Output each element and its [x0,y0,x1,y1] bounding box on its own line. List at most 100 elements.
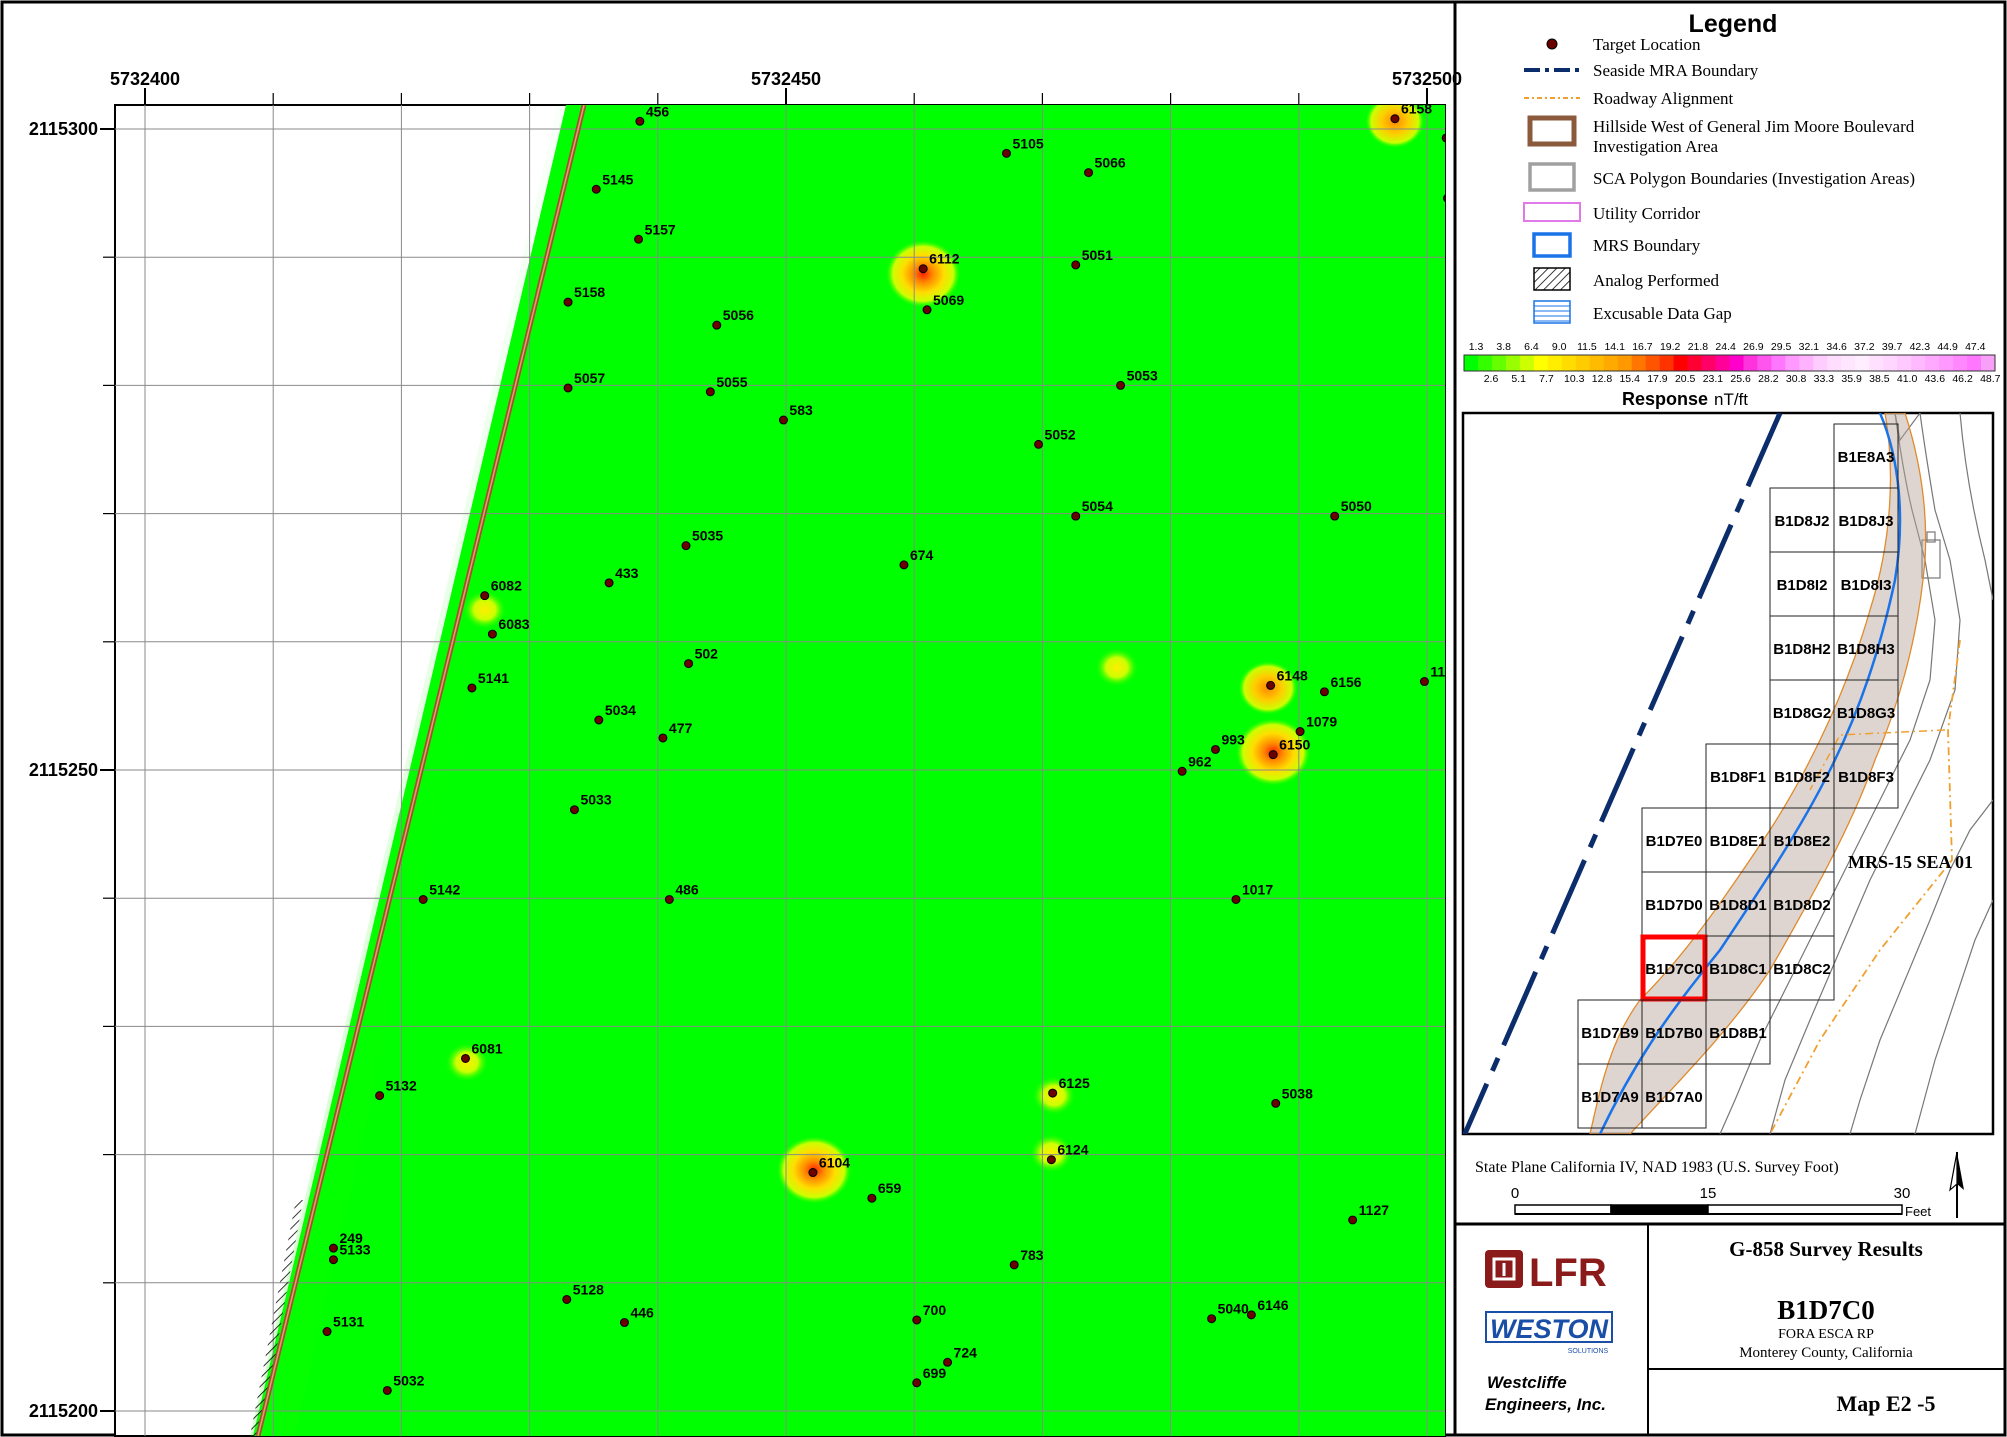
target-label: 486 [675,881,699,897]
target-location[interactable]: 5069 [922,292,964,315]
target-location[interactable]: 5105 [1002,135,1044,158]
target-location[interactable]: 1079 [1295,714,1337,737]
target-location[interactable]: 5052 [1034,426,1076,449]
target-location[interactable]: 5033 [569,792,612,815]
target-location[interactable]: 6148 [1266,667,1308,690]
target-location[interactable]: 446 [619,1305,654,1328]
target-label: 5142 [429,881,460,897]
scale-bar-segment-2 [1610,1204,1709,1215]
axis-ticks: 5732400 5732450 5732500 2115300 2115250 21152… [29,69,1462,1421]
target-location[interactable]: 5056 [712,307,754,330]
color-scale-swatch [1645,355,1661,371]
target-location[interactable]: 5034 [594,702,636,725]
target-location[interactable]: 1127 [1348,1202,1390,1225]
target-location[interactable]: 5055 [705,374,748,397]
target-location[interactable]: 659 [867,1180,902,1203]
target-location[interactable]: 5040 [1207,1301,1249,1324]
target-location[interactable]: 486 [664,881,699,904]
inset-grid-cell[interactable]: B1D8F3 [1833,743,1899,809]
target-location[interactable]: 5050 [1330,498,1372,521]
color-scale-swatch [1827,355,1842,371]
target-location[interactable]: 6146 [1246,1297,1289,1320]
inset-map-panel[interactable]: B1E8A3 B1D8J2 B1D8J3 B1D8I2 B1D8I3 B1D8H2 B1D8… [1460,411,1995,1145]
target-location[interactable]: 6124 [1046,1142,1089,1165]
target-label: 583 [789,402,813,418]
target-location[interactable]: 6156 [1319,674,1362,697]
target-location[interactable]: 249 [328,1230,363,1253]
inset-frame [1461,411,1995,1136]
target-location[interactable]: 700 [912,1302,947,1325]
scale-top-label: 44.9 [1937,341,1958,353]
target-location[interactable]: 5141 [467,670,509,693]
inset-grid-cell[interactable]: B1D8C2 [1769,935,1835,1001]
x-tick-label: 5732500 [1392,69,1462,89]
target-location[interactable]: 6158 [1390,101,1432,124]
target-location[interactable]: 783 [1009,1247,1044,1270]
target-location[interactable]: 5132 [375,1078,417,1101]
target-location[interactable]: 5131 [322,1314,364,1337]
legend-item: MRS Boundary [1532,232,1701,258]
target-location[interactable]: 674 [899,547,934,570]
color-scale-swatch [1533,355,1549,371]
target-dot-icon [867,1193,877,1203]
target-location[interactable]: 5158 [563,284,605,307]
westcliffe-line2: Engineers, Inc. [1485,1395,1606,1414]
color-scale-swatch [1575,355,1591,371]
target-location[interactable]: 1194 [1441,120,1483,143]
target-location[interactable]: 5157 [634,221,676,244]
inset-grid-cell[interactable]: B1D8B1 [1705,999,1771,1065]
legend-label: Analog Performed [1593,271,1720,290]
target-location[interactable]: 1193 [1419,664,1461,687]
target-dot-icon [1084,168,1094,178]
target-location[interactable]: 5057 [563,370,605,393]
target-location[interactable]: 6082 [480,578,522,601]
magnetic-anomaly [462,589,507,630]
target-location[interactable]: 433 [604,565,639,588]
target-location[interactable]: 5051 [1071,247,1113,270]
color-scale-swatch [1925,355,1940,371]
target-location[interactable]: 5128 [562,1281,604,1304]
target-location[interactable]: 6081 [461,1040,503,1063]
target-location[interactable]: 5145 [591,171,634,194]
target-location[interactable]: 456 [635,103,670,126]
target-location[interactable]: 1218 [1443,180,1485,202]
target-location[interactable]: 477 [658,720,693,743]
target-location[interactable]: 502 [684,646,719,669]
target-location[interactable]: 5066 [1084,155,1126,178]
target-location[interactable]: 6125 [1048,1075,1090,1098]
target-location[interactable]: 6104 [808,1155,850,1178]
legend-item: Target Location [1546,35,1701,54]
target-location[interactable]: 5032 [382,1372,425,1395]
target-location[interactable]: 5053 [1116,367,1158,390]
main-map-panel[interactable]: 4566158119451055145506612185157611250515… [29,69,1485,1437]
target-dot-icon [480,591,490,601]
target-location[interactable]: 699 [912,1365,947,1388]
target-dot-icon [912,1378,922,1388]
target-location[interactable]: 724 [943,1344,978,1367]
target-location[interactable]: 5133 [328,1242,371,1265]
scale-bottom-label: 7.7 [1539,373,1554,385]
target-location[interactable]: 6112 [918,251,960,274]
inset-cell-label: B1D7B9 [1581,1025,1639,1042]
inset-cell-box [1641,1063,1707,1129]
target-location[interactable]: 6150 [1268,737,1311,760]
color-scale-swatch [1981,355,1996,371]
target-location[interactable]: 5035 [681,528,723,551]
target-location[interactable]: 1017 [1231,881,1273,904]
target-location[interactable]: 583 [778,402,813,425]
inset-grid-cell[interactable]: B1D7A0 [1641,1063,1707,1129]
color-scale-swatch [1491,355,1507,371]
target-location[interactable]: 962 [1177,753,1212,776]
target-dot-icon [1419,677,1429,687]
scale-bottom-label: 20.5 [1675,373,1696,385]
target-location[interactable]: 5054 [1071,498,1113,521]
target-dot-icon [1177,766,1187,776]
target-label: 5066 [1095,155,1126,171]
target-location[interactable]: 5142 [418,881,461,904]
target-location[interactable]: 6083 [487,616,530,639]
target-location[interactable]: 993 [1210,731,1245,754]
target-label: 456 [646,103,670,119]
inset-grid-cell[interactable]: B1D7C0 [1640,934,1708,1002]
target-label: 5053 [1127,367,1158,383]
target-location[interactable]: 5038 [1271,1085,1313,1108]
